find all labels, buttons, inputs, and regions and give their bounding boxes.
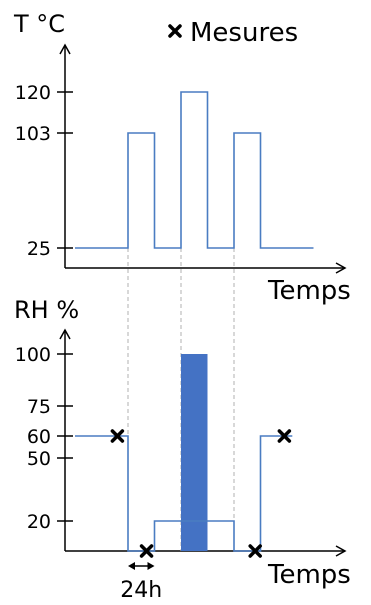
rh-bar	[181, 354, 208, 551]
bottom-x-axis-arrow	[335, 545, 347, 557]
bottom-y-axis-title: RH %	[14, 296, 79, 324]
bottom-y-tick-label: 75	[27, 396, 51, 418]
duration-annotation: 24h	[120, 562, 162, 603]
rh-series-line	[75, 435, 293, 552]
measure-marker	[277, 429, 292, 443]
temperature-series-line	[75, 91, 314, 249]
cross-icon	[168, 24, 182, 38]
duration-arrow-head-right	[147, 562, 155, 570]
legend: Mesures	[168, 18, 298, 48]
top-y-axis-title: T °C	[13, 10, 65, 38]
top-x-axis-arrow	[335, 262, 347, 274]
measure-marker	[139, 544, 154, 558]
bottom-y-tick-label: 100	[15, 344, 51, 366]
bottom-y-tick-label: 50	[27, 448, 51, 470]
top-x-axis-title: Temps	[267, 276, 351, 306]
top-y-axis-arrow	[59, 43, 71, 55]
top-y-tick-label: 25	[27, 238, 51, 260]
top-y-tick-label: 120	[15, 82, 51, 104]
bottom-y-tick-label: 60	[27, 426, 51, 448]
top-y-tick-label: 103	[15, 123, 51, 145]
measure-marker	[110, 429, 125, 443]
bottom-y-tick-label: 20	[27, 511, 51, 533]
bottom-x-axis-title: Temps	[267, 560, 351, 590]
duration-arrow-head-left	[128, 562, 135, 570]
bottom-y-axis-arrow	[59, 328, 71, 340]
measure-marker	[248, 544, 262, 558]
duration-label: 24h	[120, 578, 162, 603]
legend-label: Mesures	[190, 18, 298, 48]
